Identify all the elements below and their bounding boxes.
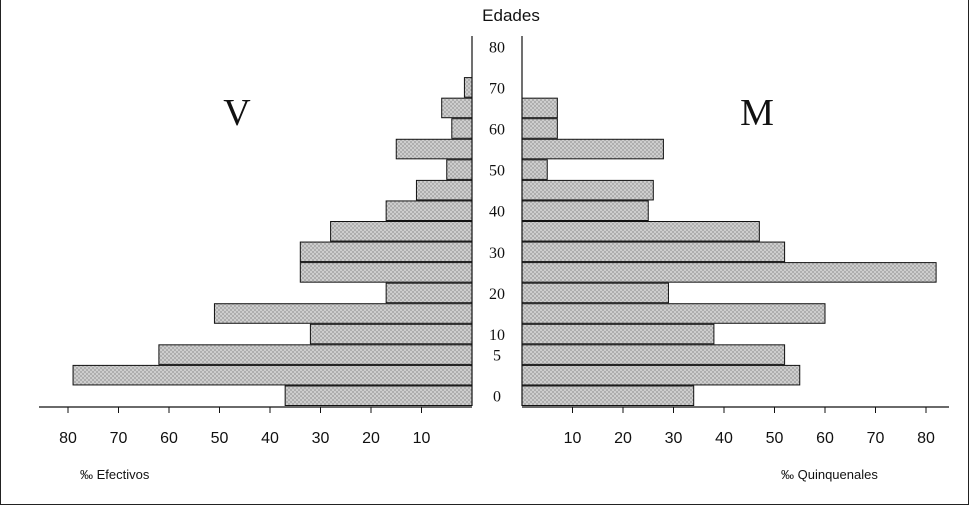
bar-m [521,179,654,201]
x-tick-label: 50 [766,430,784,447]
x-tick-label: 30 [312,430,330,447]
bar-m [521,323,715,345]
bar-m [521,262,937,283]
bar-v [213,303,473,324]
bar-m [521,221,760,242]
age-tick-label: 80 [489,39,505,56]
right-axis-caption: ‰ Quinquenales [781,467,878,482]
bar-v [330,221,473,242]
age-tick-label: 60 [489,122,505,139]
bar-v [385,282,473,304]
left-axis-caption: ‰ Efectivos [80,467,150,482]
age-tick-label: 20 [489,286,505,303]
x-axis-left: 80 70 60 50 40 30 20 10 [39,406,472,447]
bar-v [299,241,473,263]
bar-m [521,303,826,324]
x-axis-right: 10 20 30 40 50 60 70 80 [522,406,949,447]
x-tick-label: 80 [59,430,77,447]
bar-m [521,159,548,180]
bar-v [395,138,473,160]
bar-v [446,159,473,180]
left-side-label: V [223,92,251,134]
bar-m [521,282,669,304]
x-tick-label: 60 [816,430,834,447]
age-tick-label: 5 [493,348,501,365]
bars-m [521,36,937,407]
bar-v [299,262,473,283]
bar-v [441,97,473,119]
bar-m [521,385,695,407]
x-tick-label: 40 [715,430,733,447]
bar-v [284,385,473,407]
chart-title: Edades [482,6,540,25]
right-side-label: M [740,92,774,134]
bar-m [521,97,558,119]
age-tick-label: 40 [489,204,505,221]
x-tick-label: 70 [110,430,128,447]
age-tick-label: 30 [489,245,505,262]
bar-m [521,118,558,139]
bar-m [521,138,664,160]
x-tick-label: 30 [665,430,683,447]
bar-v [385,200,473,221]
x-tick-label: 20 [614,430,632,447]
bar-v [72,364,473,386]
x-tick-label: 10 [413,430,431,447]
age-tick-label: 50 [489,163,505,180]
age-tick-label: 70 [489,80,505,97]
bar-m [521,200,649,221]
bar-v [463,77,473,98]
bar-m [521,364,801,386]
bars-v [72,36,473,407]
x-tick-label: 10 [564,430,582,447]
x-tick-label: 20 [362,430,380,447]
age-tick-labels: 0 5 10 20 30 40 50 60 70 80 [489,39,505,405]
bar-m [521,344,786,365]
bar-v [415,179,473,201]
bar-v [309,323,473,345]
x-tick-label: 80 [917,430,935,447]
bar-v [451,118,473,139]
bar-v [158,344,473,365]
x-tick-label: 60 [160,430,178,447]
x-tick-label: 70 [867,430,885,447]
age-tick-label: 0 [493,389,501,406]
bar-m [521,241,786,263]
age-tick-label: 10 [489,327,505,344]
x-tick-label: 50 [211,430,229,447]
x-tick-label: 40 [261,430,279,447]
